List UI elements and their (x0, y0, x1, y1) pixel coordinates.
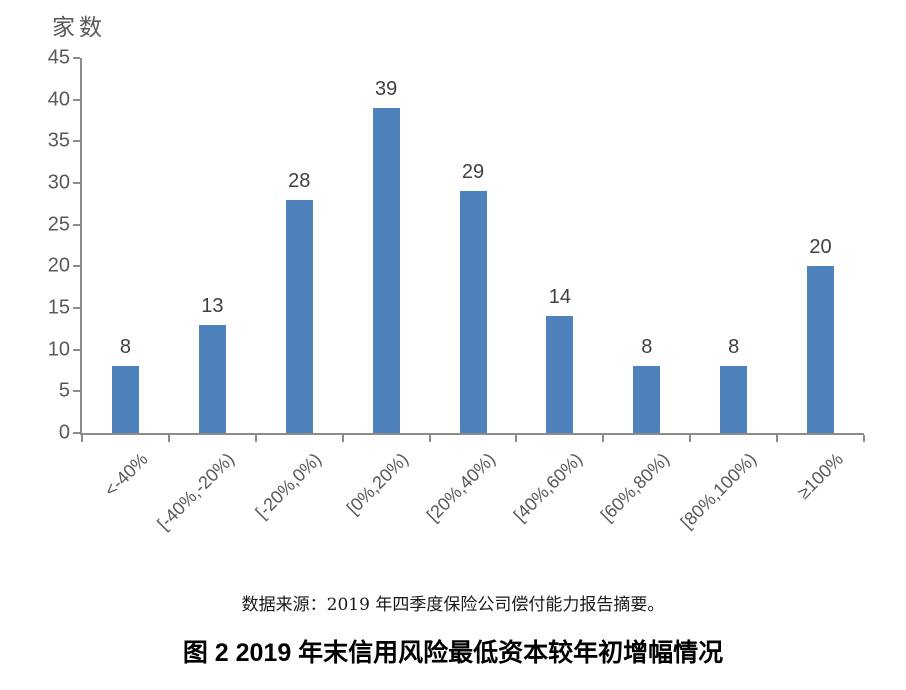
x-axis-tick (689, 435, 692, 442)
y-axis-tick-label: 35 (47, 129, 70, 152)
chart-title: 图 2 2019 年末信用风险最低资本较年初增幅情况 (182, 639, 724, 667)
x-axis-tick (341, 435, 344, 442)
bar (111, 366, 139, 433)
x-axis-tick-label: [0%,20%) (342, 449, 413, 519)
bar (546, 316, 574, 433)
y-axis-tick-label: 40 (47, 88, 70, 111)
y-axis-tick (73, 265, 80, 268)
bar-value-label: 39 (374, 78, 398, 100)
bar-value-label: 20 (809, 236, 832, 259)
source-note: 数据来源：2019 年四季度保险公司偿付能力报告摘要。 (241, 595, 665, 615)
y-axis-title: 家数 (52, 15, 106, 41)
x-axis-tick-label: [60%,80%) (596, 449, 673, 526)
x-axis-tick-label: [-40%,-20%) (153, 449, 239, 534)
bar-value-label: 14 (548, 286, 571, 309)
bar (198, 324, 226, 433)
x-axis-tick-label: [80%,100%) (676, 449, 760, 533)
y-axis-tick-label: 30 (47, 171, 70, 194)
y-axis-tick (73, 223, 80, 226)
x-axis-tick-label: ≥100% (793, 449, 847, 503)
y-axis-tick (73, 57, 80, 59)
x-axis-tick (254, 435, 257, 442)
bar (807, 266, 835, 433)
y-axis-tick-label: 5 (58, 379, 70, 402)
y-axis-tick-label: 15 (47, 296, 70, 319)
plot-area: <-40% [-40%,-20%) [-20%,0%) [0%,20%) [20%,40… (48, 47, 865, 534)
y-axis-tick-label: 0 (58, 421, 70, 444)
x-axis-tick (81, 435, 83, 442)
x-axis-tick-label: [40%,60%) (509, 449, 587, 526)
bar-value-label: 28 (288, 169, 311, 192)
y-axis-tick (73, 348, 80, 351)
x-axis-tick-label: <-40% (100, 449, 152, 501)
bar (459, 191, 487, 433)
y-axis-tick (73, 307, 80, 309)
bar-value-label: 8 (119, 336, 131, 359)
y-axis-tick (73, 140, 80, 143)
y-axis-tick-label: 25 (47, 213, 70, 236)
bar-value-label: 8 (641, 336, 653, 359)
y-axis-tick (73, 432, 80, 434)
bar-value-label: 29 (461, 161, 485, 184)
x-axis-tick (515, 435, 518, 442)
bar (720, 366, 748, 433)
y-axis-tick (73, 182, 80, 184)
y-axis-tick (73, 390, 80, 393)
x-axis-tick (428, 435, 431, 442)
bar-value-label: 13 (201, 294, 224, 317)
bar (633, 366, 661, 433)
x-axis-tick (602, 435, 605, 442)
bar (285, 199, 313, 433)
x-axis-tick (776, 435, 779, 442)
y-axis-tick-label: 10 (47, 338, 70, 361)
x-axis-tick-label: [-20%,0%) (251, 449, 326, 523)
y-axis-tick-label: 45 (47, 46, 70, 69)
x-axis-tick (863, 435, 865, 442)
y-axis-tick-label: 20 (47, 254, 70, 277)
x-axis-tick (167, 435, 170, 442)
bar-value-label: 8 (728, 336, 740, 359)
bar (372, 108, 400, 433)
y-axis-tick (73, 98, 80, 101)
x-axis-tick-label: [20%,40%) (422, 449, 500, 526)
